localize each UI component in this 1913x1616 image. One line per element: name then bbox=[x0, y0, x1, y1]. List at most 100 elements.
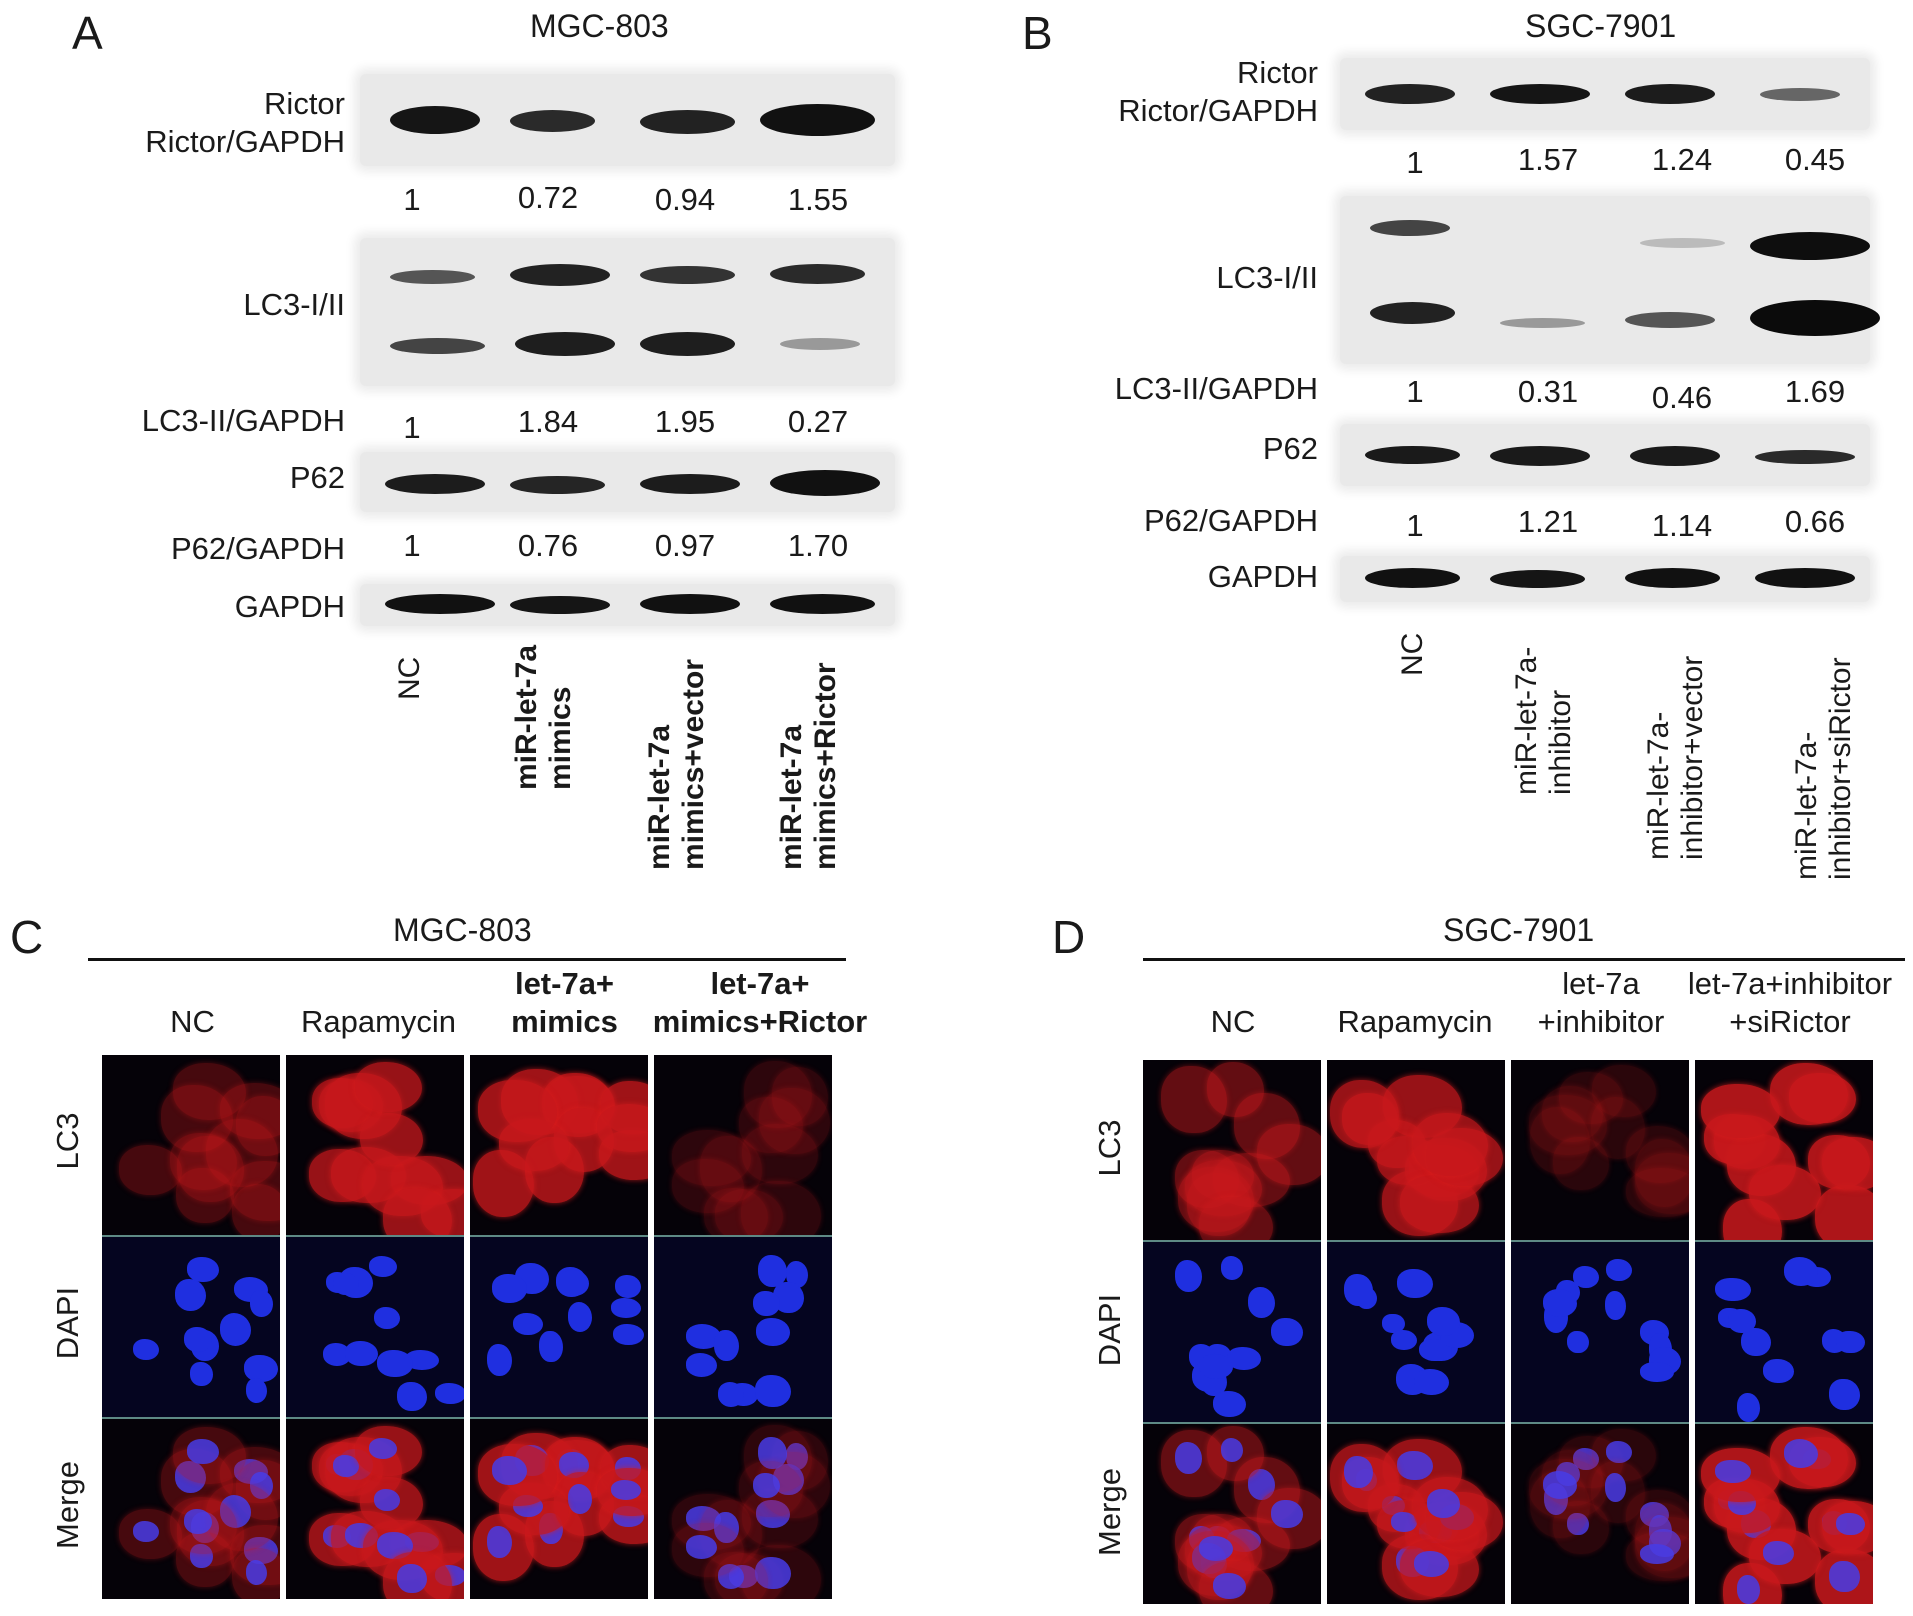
nucleus bbox=[567, 1484, 593, 1514]
blot-b-p62 bbox=[1340, 424, 1870, 486]
band bbox=[1625, 84, 1715, 104]
value: 1 bbox=[1406, 508, 1424, 543]
rictor-label: Rictor bbox=[264, 86, 345, 121]
cell bbox=[714, 1189, 784, 1235]
nucleus bbox=[1829, 1378, 1860, 1411]
lane-label: NC bbox=[393, 656, 426, 700]
nucleus bbox=[1396, 1268, 1433, 1299]
nucleus bbox=[513, 1313, 544, 1336]
band bbox=[515, 332, 615, 356]
nucleus bbox=[1740, 1328, 1771, 1357]
nucleus bbox=[377, 1349, 414, 1378]
nucleus bbox=[539, 1330, 563, 1363]
nucleus bbox=[368, 1255, 398, 1277]
micrograph-merge-2 bbox=[1327, 1424, 1505, 1604]
cell bbox=[231, 1184, 280, 1235]
row-separator bbox=[1695, 1240, 1873, 1242]
nucleus bbox=[755, 1318, 790, 1346]
row-separator bbox=[1327, 1422, 1505, 1424]
row-separator bbox=[102, 1417, 280, 1419]
nucleus bbox=[1220, 1256, 1244, 1281]
nucleus bbox=[1572, 1448, 1600, 1471]
value: 1.24 bbox=[1651, 142, 1713, 177]
nucleus bbox=[1763, 1358, 1795, 1384]
cell bbox=[703, 1188, 769, 1235]
row-label-rictor: Rictor Rictor/GAPDH bbox=[1050, 54, 1318, 130]
nucleus bbox=[1836, 1330, 1866, 1354]
band bbox=[1640, 238, 1725, 248]
row-separator bbox=[654, 1235, 832, 1237]
micrograph-dapi-1 bbox=[102, 1237, 280, 1417]
nucleus bbox=[487, 1526, 512, 1558]
column-header: NC bbox=[1210, 1004, 1256, 1039]
micrograph-dapi-3 bbox=[1511, 1242, 1689, 1422]
row-separator bbox=[654, 1417, 832, 1419]
micrograph-lc3-1 bbox=[102, 1055, 280, 1235]
band bbox=[1490, 84, 1590, 104]
nucleus bbox=[133, 1521, 159, 1542]
nucleus bbox=[1829, 1560, 1860, 1593]
value: 1 bbox=[1406, 374, 1424, 409]
nucleus bbox=[404, 1350, 439, 1370]
row-label-merge: Merge bbox=[1092, 1468, 1127, 1556]
cell bbox=[1625, 1168, 1689, 1217]
panel-b-title: SGC-7901 bbox=[1525, 8, 1677, 44]
micrograph-merge-1 bbox=[102, 1419, 280, 1599]
value: 1.95 bbox=[654, 404, 716, 439]
band bbox=[770, 470, 880, 496]
row-label-gapdh: GAPDH bbox=[234, 589, 345, 624]
cell bbox=[1625, 1125, 1689, 1183]
value: 0.46 bbox=[1651, 380, 1713, 415]
column-header: let-7a+ mimics+Rictor bbox=[652, 966, 868, 1039]
nucleus bbox=[183, 1508, 213, 1535]
nucleus bbox=[757, 1254, 787, 1287]
cell bbox=[771, 1067, 829, 1127]
value: 1.55 bbox=[787, 182, 849, 217]
row-separator bbox=[102, 1235, 280, 1237]
nucleus bbox=[1343, 1273, 1374, 1307]
title-underline bbox=[1143, 958, 1905, 961]
nucleus bbox=[190, 1362, 213, 1387]
band bbox=[390, 270, 475, 284]
cell bbox=[1749, 1164, 1821, 1221]
nucleus bbox=[492, 1273, 528, 1303]
cell bbox=[1178, 1166, 1255, 1232]
panel-c-title: MGC-803 bbox=[393, 912, 532, 948]
rictor-ratio-label: Rictor/GAPDH bbox=[1118, 93, 1318, 128]
cell bbox=[1206, 1062, 1265, 1118]
cell bbox=[741, 1124, 818, 1185]
micrograph-merge-4 bbox=[654, 1419, 832, 1599]
lane-label: miR-let-7a-inhibitor+siRictor bbox=[1790, 657, 1857, 880]
band bbox=[640, 110, 735, 134]
row-label-dapi: DAPI bbox=[50, 1286, 85, 1360]
cell bbox=[160, 1084, 233, 1152]
row-separator bbox=[1695, 1422, 1873, 1424]
nucleus bbox=[332, 1454, 360, 1478]
cell bbox=[1257, 1124, 1321, 1186]
cell bbox=[1528, 1095, 1607, 1156]
band bbox=[640, 474, 740, 494]
cell bbox=[1192, 1150, 1254, 1201]
nucleus bbox=[322, 1342, 352, 1366]
value: 1.57 bbox=[1517, 142, 1579, 177]
nucleus bbox=[1763, 1540, 1795, 1566]
nucleus bbox=[717, 1564, 745, 1589]
cell bbox=[230, 1160, 280, 1221]
cell bbox=[739, 1097, 804, 1154]
cell bbox=[1184, 1160, 1262, 1216]
rictor-label: Rictor bbox=[1237, 55, 1318, 90]
nucleus bbox=[785, 1261, 808, 1288]
band bbox=[640, 594, 740, 614]
band bbox=[1370, 220, 1450, 236]
value: 1.14 bbox=[1651, 508, 1713, 543]
row-label-rictor: Rictor Rictor/GAPDH bbox=[80, 85, 345, 161]
nucleus bbox=[1783, 1257, 1819, 1286]
nucleus bbox=[1382, 1313, 1405, 1334]
value: 1.84 bbox=[517, 404, 579, 439]
nucleus bbox=[1390, 1511, 1418, 1532]
nucleus bbox=[183, 1326, 213, 1353]
row-separator bbox=[1143, 1240, 1321, 1242]
cell bbox=[1558, 1072, 1624, 1125]
row-label-p62: P62 bbox=[289, 460, 345, 495]
band bbox=[390, 338, 485, 354]
